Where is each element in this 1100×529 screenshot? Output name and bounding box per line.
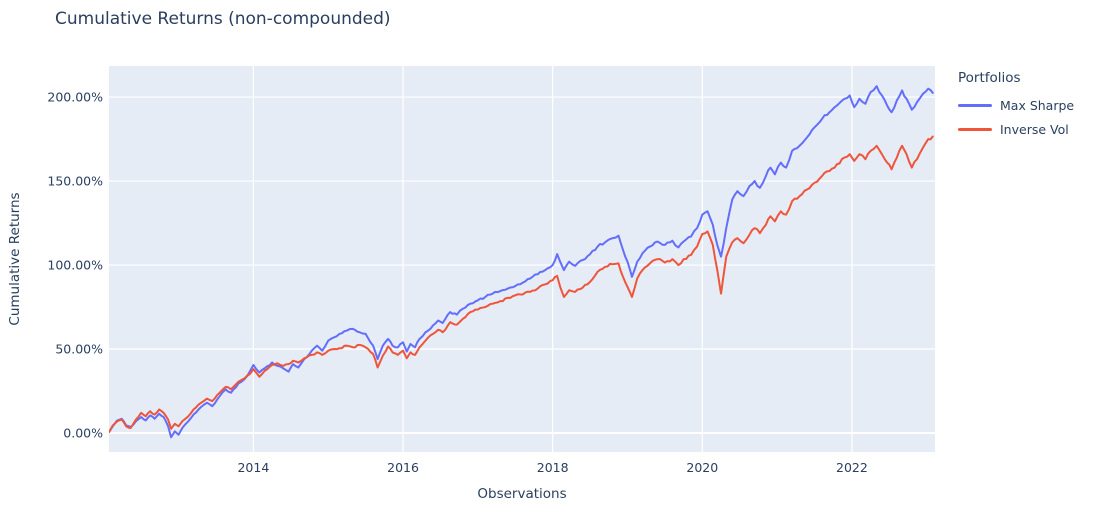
legend-label-inverse-vol: Inverse Vol <box>1000 121 1069 137</box>
legend-line-swatch-inverse-vol <box>958 127 992 131</box>
x-tick-4: 2022 <box>836 460 868 475</box>
legend-item-max-sharpe[interactable]: Max Sharpe <box>958 93 1074 117</box>
chart-title: Cumulative Returns (non-compounded) <box>55 9 391 29</box>
x-tick-3: 2020 <box>686 460 719 475</box>
legend: Portfolios Max Sharpe Inverse Vol <box>958 70 1074 141</box>
y-tick-0: 0.00% <box>63 425 103 441</box>
plot-area <box>109 66 935 452</box>
plot-canvas[interactable] <box>109 66 935 452</box>
x-tick-2: 2018 <box>536 460 569 475</box>
y-tick-1: 50.00% <box>55 341 103 357</box>
legend-item-inverse-vol[interactable]: Inverse Vol <box>958 117 1074 141</box>
legend-line-swatch-max-sharpe <box>958 103 992 107</box>
legend-label-max-sharpe: Max Sharpe <box>1000 97 1075 113</box>
y-tick-2: 100.00% <box>47 257 103 273</box>
y-tick-3: 150.00% <box>47 173 103 189</box>
legend-title: Portfolios <box>958 70 1021 86</box>
x-tick-1: 2016 <box>387 460 419 475</box>
y-tick-4: 200.00% <box>47 89 103 105</box>
x-tick-0: 2014 <box>237 460 270 475</box>
x-axis-title: Observations <box>477 486 567 502</box>
